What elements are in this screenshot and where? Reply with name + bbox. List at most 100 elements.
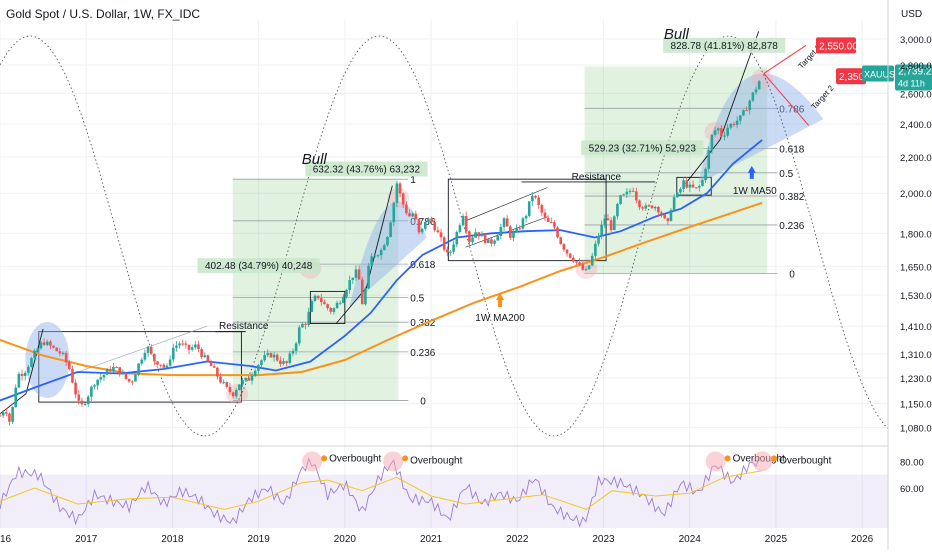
rsi-axis-tick: 80.00 [900,457,924,468]
candle-body [8,413,11,422]
candle-body [96,379,99,386]
candle-body [653,206,657,209]
candle-body [279,360,282,364]
candle-body [304,323,307,325]
ma200-label: 1W MA200 [475,313,525,324]
candle-body [389,222,392,237]
candle-body [124,373,128,379]
candle-body [493,240,496,244]
candle-body [329,308,333,312]
candle-body [313,295,317,301]
candle-body [446,249,449,253]
candle-body [175,345,178,348]
currency-label[interactable]: USD [901,9,923,20]
candle-body [502,218,506,227]
bull-label: Bull [302,151,328,168]
candle-body [578,262,581,265]
target-line [763,44,807,74]
candle-body [581,264,585,270]
fib-level-label: 1 [410,175,416,186]
candle-body [496,236,500,241]
consolidation-box [38,331,242,403]
candle-body [625,191,629,195]
candle-body [370,256,374,266]
parabolic-curve [685,31,760,185]
candle-body [102,374,106,378]
fib-level-label: 0.5 [779,169,793,180]
x-axis-tick: 2019 [248,534,271,545]
candle-body [742,110,745,116]
candle-body [417,218,421,233]
candle-body [442,237,446,250]
candle-body [58,351,62,354]
candle-body [534,195,537,198]
overbought-highlight [752,451,773,472]
candle-body [241,380,244,385]
measure-label-bg [663,37,786,53]
candle-body [698,185,701,188]
bull-label: Bull [664,26,690,43]
candle-body [206,355,210,362]
candle-body [691,184,695,188]
x-axis-tick: 2024 [679,534,702,545]
candle-body [137,363,140,375]
candle-body [17,373,21,388]
candle-body [165,365,169,368]
bull-zone [698,73,824,184]
candle-body [537,197,540,206]
candle-body [77,394,81,401]
symbol-badge-text: XAUUSD [864,70,902,80]
candle-body [168,359,172,366]
candle-body [612,216,616,231]
candle-body [146,347,150,353]
candle-body [30,358,33,367]
candle-body [156,361,159,365]
candle-body [0,415,2,417]
overbought-marker-icon [321,455,328,462]
y-axis-tick: 3,000.00 [900,35,932,46]
candle-body [556,227,559,238]
y-axis-tick: 1,310.00 [900,350,932,361]
candle-body [436,230,440,233]
candle-body [1,412,5,416]
candle-body [616,203,619,217]
overbought-marker-icon [402,455,409,462]
candle-body [590,255,594,266]
fib-level-label: 0 [420,396,426,407]
candle-body [222,382,225,384]
candle-body [105,369,109,375]
channel-line [465,187,548,222]
candle-body [587,265,591,270]
symbol-title[interactable]: Gold Spot / U.S. Dollar, 1W, FX_IDC [6,7,201,21]
fib-level-label: 0.618 [779,144,804,155]
candle-body [190,347,194,350]
candle-body [679,188,682,193]
rsi-axis-tick: 60.00 [900,484,924,495]
candle-body [729,123,733,128]
measure-label-bg [305,161,428,177]
candle-body [660,212,663,215]
candle-body [477,232,481,237]
candle-body [285,361,288,363]
candle-body [20,373,24,377]
candle-body [672,197,676,211]
candle-body [301,323,304,328]
candle-body [663,214,666,219]
candle-body [376,255,380,257]
target-low-badge [836,68,866,85]
candle-body [518,228,522,230]
candle-body [364,288,367,305]
candle-body [757,81,761,90]
candle-body [430,218,433,223]
fib-level-label: 0.618 [410,260,435,271]
y-axis-tick: 1,800.00 [900,229,932,240]
candle-body [23,372,27,377]
y-axis-tick: 2,600.00 [900,89,932,100]
consolidation-box [676,176,712,196]
candle-body [628,190,632,192]
candle-body [294,343,298,351]
target-high-badge [816,37,856,54]
candle-body [326,304,329,309]
